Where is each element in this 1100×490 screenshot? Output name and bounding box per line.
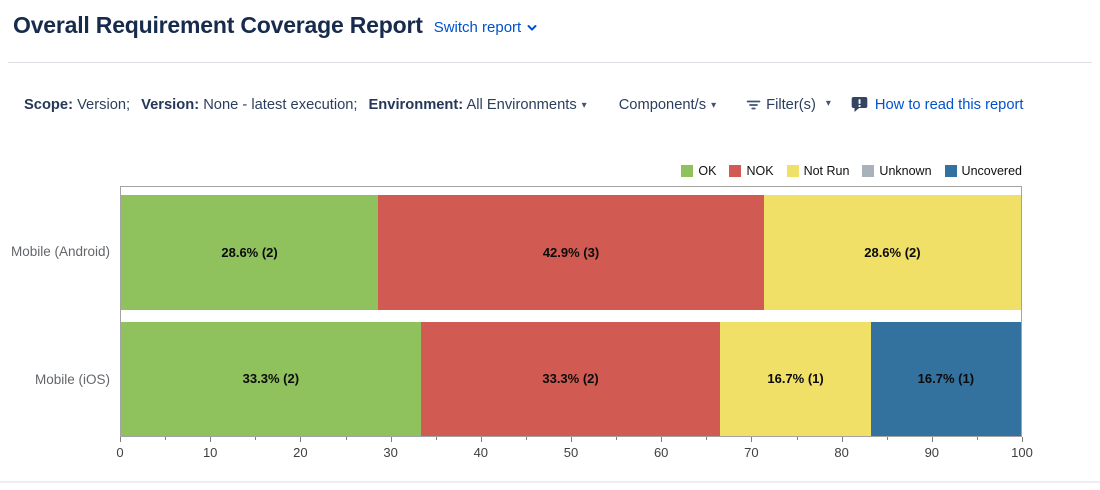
segment-label: 33.3% (2) (242, 371, 300, 387)
help-bubble-icon (851, 97, 868, 112)
stacked-bar-mobile-ios-: 33.3% (2) 33.3% (2) 16.7% (1) 16.7% (1) (121, 321, 1021, 436)
x-tick (480, 437, 482, 442)
x-tick (255, 437, 257, 440)
x-tick (1022, 437, 1023, 442)
segment-label: 28.6% (2) (864, 244, 921, 260)
legend-swatch-icon (944, 165, 957, 177)
x-tick (300, 437, 302, 442)
x-tick (976, 437, 978, 440)
x-tick-label: 90 (924, 445, 940, 460)
scope-filter: Scope: Version; (24, 97, 130, 113)
stacked-bar-mobile-android-: 28.6% (2) 42.9% (3) 28.6% (2) (121, 195, 1021, 310)
how-to-read-label: How to read this report (874, 96, 1024, 113)
scope-value: Version; (77, 96, 131, 113)
x-tick-label: 20 (293, 445, 308, 460)
x-tick (435, 437, 437, 440)
legend-item-unknown[interactable]: Unknown (862, 164, 932, 178)
x-tick (571, 437, 572, 442)
legend-swatch-icon (862, 165, 875, 177)
environment-label: Environment: (368, 96, 464, 113)
legend-label: Not Run (803, 164, 850, 178)
filters-label: Filter(s) (766, 96, 816, 113)
environment-value: All Environments (466, 96, 577, 113)
segment-label: 16.7% (1) (917, 371, 975, 387)
legend-swatch-icon (786, 165, 799, 177)
x-tick (616, 437, 618, 440)
x-tick (390, 437, 392, 442)
category-label: Mobile (iOS) (34, 371, 110, 387)
caret-down-icon: ▾ (711, 99, 717, 111)
x-tick (525, 437, 527, 440)
legend-item-not-run[interactable]: Not Run (786, 164, 850, 178)
switch-report-label: Switch report (433, 19, 522, 36)
x-tick (796, 437, 798, 440)
legend-label: Unknown (879, 164, 932, 178)
segment-label: 42.9% (3) (542, 244, 600, 260)
legend-swatch-icon (729, 165, 742, 177)
x-tick-label: 30 (383, 445, 398, 460)
environment-dropdown[interactable]: Environment: All Environments ▾ (369, 97, 587, 113)
x-tick-label: 100 (1011, 445, 1033, 460)
x-tick-label: 0 (116, 445, 124, 460)
bottom-divider (0, 481, 1100, 483)
segment-label: 33.3% (2) (542, 371, 599, 387)
report-header: Overall Requirement Coverage Report Swit… (13, 12, 538, 39)
page-title: Overall Requirement Coverage Report (13, 12, 423, 38)
version-value: None - latest execution; (203, 96, 358, 113)
bar-segment-nok[interactable]: 33.3% (2) (420, 321, 721, 436)
version-filter: Version: None - latest execution; (141, 97, 357, 113)
x-axis: 0 10 20 30 40 50 60 70 80 90 100 (116, 437, 1033, 469)
scope-label: Scope: (24, 96, 73, 113)
x-tick-label: 10 (202, 445, 218, 460)
x-tick (345, 437, 347, 440)
x-tick (661, 437, 663, 442)
x-tick (931, 437, 933, 442)
x-tick (886, 437, 888, 440)
bar-segment-nok[interactable]: 42.9% (3) (378, 195, 764, 310)
components-label: Component/s (618, 96, 707, 113)
chart-legend: OK NOK Not Run Unknown Uncovered (681, 164, 1022, 178)
switch-report-link[interactable]: Switch report (434, 19, 539, 36)
x-tick-label: 80 (834, 445, 849, 460)
filters-dropdown[interactable]: Filter(s) ▾ (746, 97, 831, 113)
segment-label: 28.6% (2) (221, 244, 278, 260)
x-tick (841, 437, 843, 442)
caret-down-icon: ▾ (581, 99, 587, 111)
legend-item-uncovered[interactable]: Uncovered (944, 164, 1022, 178)
legend-item-nok[interactable]: NOK (729, 164, 774, 178)
bar-segment-uncovered[interactable]: 16.7% (1) (870, 321, 1021, 436)
caret-down-icon: ▾ (825, 98, 831, 109)
x-tick-label: 70 (744, 445, 759, 460)
x-tick-label: 60 (653, 445, 669, 460)
legend-label: NOK (746, 164, 774, 178)
x-tick (120, 437, 121, 442)
legend-item-ok[interactable]: OK (681, 164, 716, 178)
x-tick (751, 437, 753, 442)
components-dropdown[interactable]: Component/s ▾ (619, 97, 716, 113)
header-divider (8, 62, 1092, 63)
how-to-read-link[interactable]: How to read this report (851, 96, 1024, 113)
category-label: Mobile (Android) (10, 244, 110, 260)
filter-bar: Scope: Version; Version: None - latest e… (24, 96, 1023, 113)
x-tick (165, 437, 167, 440)
legend-label: OK (698, 164, 717, 178)
x-tick (210, 437, 212, 442)
x-tick-label: 40 (473, 445, 489, 460)
y-axis-labels: Mobile (Android) Mobile (iOS) (0, 186, 110, 437)
legend-label: Uncovered (961, 164, 1022, 178)
bar-segment-not-run[interactable]: 16.7% (1) (720, 321, 871, 436)
plot-area: 28.6% (2) 42.9% (3) 28.6% (2) 33.3% (2) 33.3… (120, 186, 1022, 437)
x-tick (706, 437, 708, 440)
bar-segment-ok[interactable]: 33.3% (2) (121, 321, 421, 436)
bar-segment-ok[interactable]: 28.6% (2) (121, 195, 379, 310)
segment-label: 16.7% (1) (767, 371, 824, 387)
version-label: Version: (141, 96, 200, 113)
bar-segment-not-run[interactable]: 28.6% (2) (763, 195, 1021, 310)
x-tick-label: 50 (563, 445, 579, 460)
chevron-down-icon (527, 24, 537, 31)
legend-swatch-icon (681, 165, 694, 177)
filter-icon (746, 100, 761, 109)
